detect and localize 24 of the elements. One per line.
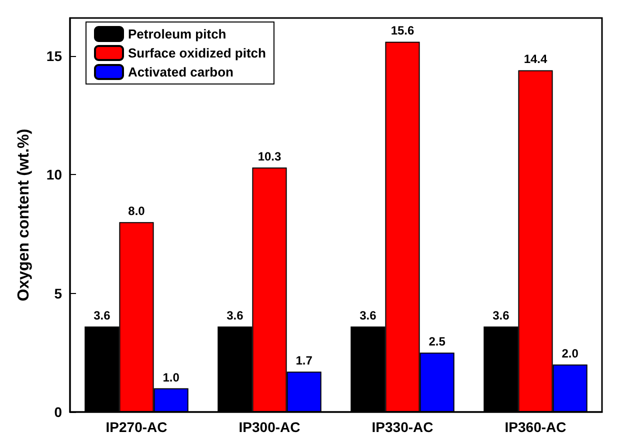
y-tick-label: 10 <box>46 166 62 183</box>
y-tick-label: 0 <box>54 404 62 420</box>
data-label: 1.7 <box>296 354 313 368</box>
x-tick-label: IP300-AC <box>238 419 300 435</box>
data-label: 2.5 <box>428 334 446 349</box>
y-axis-title: Oxygen content (wt.%) <box>16 128 32 302</box>
data-label: 8.0 <box>128 204 146 218</box>
y-tick-label: 5 <box>54 285 62 302</box>
data-label: 10.3 <box>258 150 282 164</box>
data-label: 14.4 <box>524 52 548 66</box>
x-tick-label: IP360-AC <box>504 419 566 435</box>
y-tick-label: 15 <box>46 48 62 64</box>
data-label: 2.0 <box>562 346 579 361</box>
legend-label: Surface oxidized pitch <box>128 46 266 60</box>
data-label: 3.6 <box>492 308 510 323</box>
data-label: 3.6 <box>94 308 111 323</box>
x-tick-label: IP330-AC <box>372 419 434 435</box>
legend-label: Petroleum pitch <box>128 26 226 42</box>
data-label: 15.6 <box>390 24 414 38</box>
legend-label: Activated carbon <box>128 64 234 80</box>
data-label: 3.6 <box>226 308 244 323</box>
data-label: 3.6 <box>360 308 377 323</box>
x-tick-label: IP270-AC <box>106 419 168 435</box>
data-label: 1.0 <box>162 370 180 384</box>
